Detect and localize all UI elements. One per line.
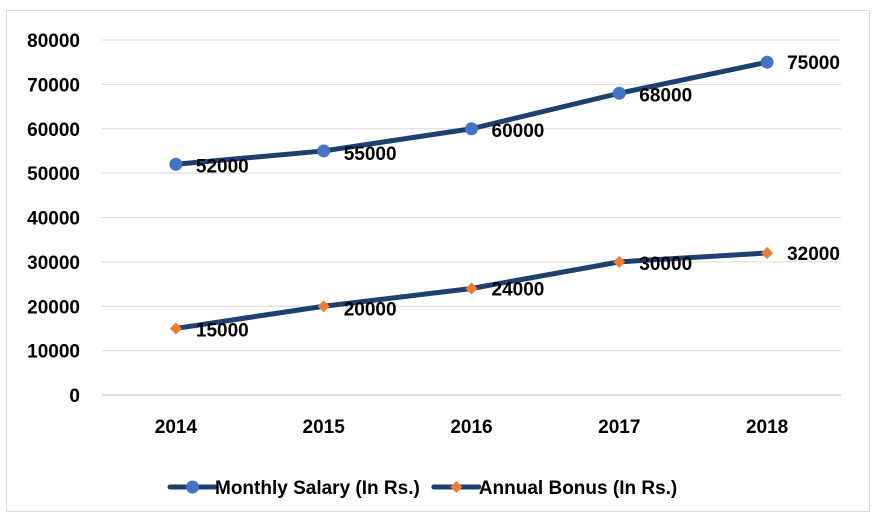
data-label: 75000 xyxy=(787,53,840,74)
y-axis-ticks: 0 10000 20000 30000 40000 50000 60000 70000 8000… xyxy=(27,31,80,407)
x-tick-label: 2015 xyxy=(303,417,346,438)
y-tick-label: 40000 xyxy=(27,209,80,230)
y-tick-label: 60000 xyxy=(27,120,80,141)
data-point xyxy=(169,322,182,335)
data-point xyxy=(761,247,774,259)
legend-marker xyxy=(186,480,199,494)
y-tick-label: 30000 xyxy=(27,253,80,274)
data-label: 32000 xyxy=(787,244,840,265)
data-point xyxy=(169,157,183,171)
data-label: 20000 xyxy=(344,299,397,320)
y-tick-label: 20000 xyxy=(27,297,80,318)
gridlines xyxy=(102,39,841,396)
data-label: 52000 xyxy=(196,156,249,177)
y-tick-label: 0 xyxy=(69,386,80,407)
data-label: 24000 xyxy=(492,280,545,301)
series-markers xyxy=(169,55,774,335)
data-label: 60000 xyxy=(492,121,545,142)
x-tick-label: 2016 xyxy=(450,417,492,438)
data-point xyxy=(613,255,626,268)
series-line xyxy=(173,59,770,167)
data-point xyxy=(317,144,331,158)
data-label: 15000 xyxy=(196,320,249,341)
y-tick-label: 50000 xyxy=(27,164,80,185)
y-tick-label: 10000 xyxy=(27,342,80,363)
data-point xyxy=(465,122,478,136)
legend-label: Monthly Salary (In Rs.) xyxy=(215,478,420,499)
data-label: 30000 xyxy=(639,254,692,275)
data-label: 55000 xyxy=(344,144,397,165)
y-tick-label: 70000 xyxy=(27,75,80,96)
data-labels: 52000 55000 60000 68000 75000 15000 20000 24000… xyxy=(196,53,840,341)
chart-frame xyxy=(6,10,870,512)
data-point xyxy=(760,55,774,69)
data-point xyxy=(317,300,330,313)
x-tick-label: 2018 xyxy=(746,417,788,438)
x-tick-label: 2014 xyxy=(155,417,198,438)
legend-marker xyxy=(450,481,463,493)
data-label: 68000 xyxy=(639,85,692,106)
data-point xyxy=(465,282,478,295)
y-tick-label: 80000 xyxy=(27,31,80,52)
legend-label: Annual Bonus (In Rs.) xyxy=(479,478,677,499)
data-point xyxy=(612,86,626,100)
legend: Monthly Salary (In Rs.) Annual Bonus (In … xyxy=(167,478,677,499)
x-axis-ticks: 2014 2015 2016 2017 2018 xyxy=(155,417,788,438)
x-tick-label: 2017 xyxy=(598,417,640,438)
